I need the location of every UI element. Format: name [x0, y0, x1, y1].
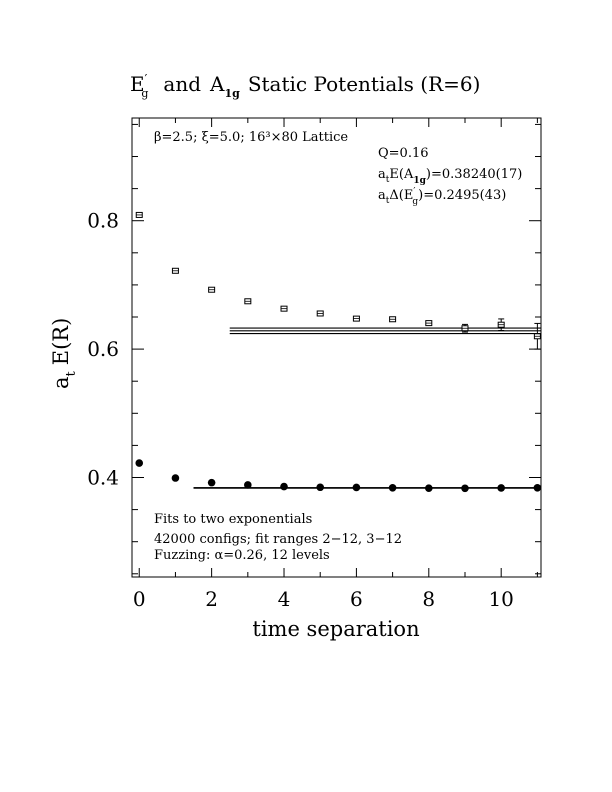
- tick-labels: 0 2 4 6 8 10 0.4 0.6 0.8: [87, 209, 514, 611]
- data-point: [388, 483, 397, 492]
- configs-annotation: 42000 configs; fit ranges 2−12, 3−12: [154, 532, 402, 547]
- x-axis-label: time separation: [252, 617, 419, 641]
- data-point: [135, 459, 144, 467]
- x-tick-label: 2: [205, 587, 218, 611]
- y-tick-label: 0.4: [87, 465, 119, 489]
- plot-frame: [131, 117, 542, 578]
- data-point: [352, 483, 361, 492]
- fuzzing-annotation: Fuzzing: α=0.26, 12 levels: [154, 548, 330, 563]
- y-tick-label: 0.8: [87, 209, 119, 233]
- data-point: [461, 484, 469, 493]
- q-annotation: Q=0.16: [378, 146, 429, 161]
- data-point: [244, 481, 252, 489]
- x-tick-label: 0: [133, 587, 146, 611]
- chart-title: E′ g and A1g Static Potentials (R=6): [130, 72, 480, 100]
- ea1g-annotation: atE(A1g)=0.38240(17): [378, 167, 522, 186]
- data-point: [280, 482, 288, 491]
- x-tick-label: 4: [278, 587, 291, 611]
- fit-lines: [193, 327, 541, 489]
- data-point: [207, 478, 216, 487]
- lattice-annotation: β=2.5; ξ=5.0; 16³×80 Lattice: [154, 130, 348, 145]
- data-point: [171, 474, 180, 482]
- x-tick-label: 6: [350, 587, 363, 611]
- data-markers: [135, 211, 542, 493]
- fits-annotation: Fits to two exponentials: [154, 512, 312, 527]
- data-point: [497, 484, 505, 492]
- data-point: [533, 483, 542, 492]
- deltaeg-annotation: atΔ(E′ g)=0.2495(43): [378, 187, 506, 207]
- x-tick-label: 10: [488, 587, 513, 611]
- data-point: [424, 484, 433, 492]
- axis-ticks: [132, 118, 541, 577]
- y-tick-label: 0.6: [87, 337, 119, 361]
- x-tick-label: 8: [422, 587, 435, 611]
- data-point: [316, 483, 325, 492]
- y-axis-label: atE(R): [49, 318, 79, 389]
